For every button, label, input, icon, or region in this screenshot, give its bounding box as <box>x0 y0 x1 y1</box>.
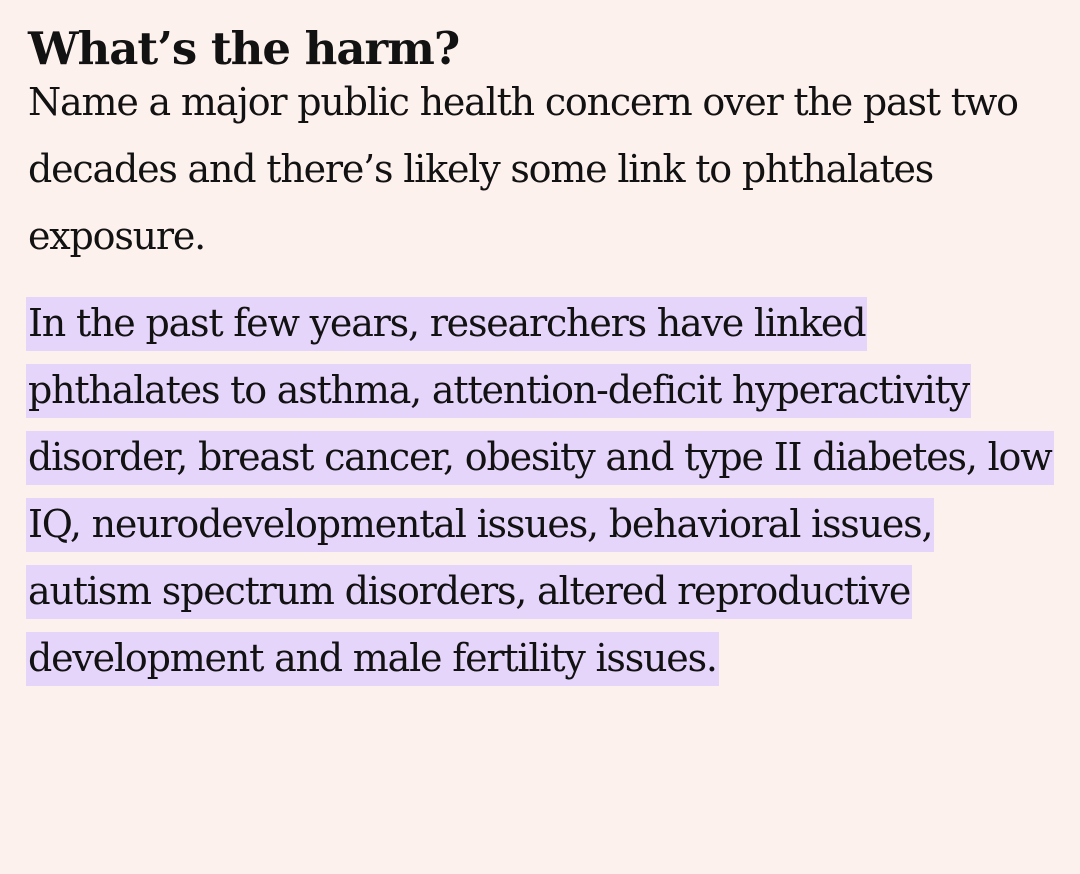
intro-paragraph-text: Name a major public health concern over … <box>28 80 1019 258</box>
article-body: What’s the harm? Name a major public hea… <box>26 22 1063 692</box>
highlighted-paragraph[interactable]: In the past few years, researchers have … <box>26 290 1063 692</box>
intro-paragraph: Name a major public health concern over … <box>28 69 1058 270</box>
text-selection-highlight[interactable]: In the past few years, researchers have … <box>26 297 1054 686</box>
section-heading: What’s the harm? <box>28 22 460 75</box>
